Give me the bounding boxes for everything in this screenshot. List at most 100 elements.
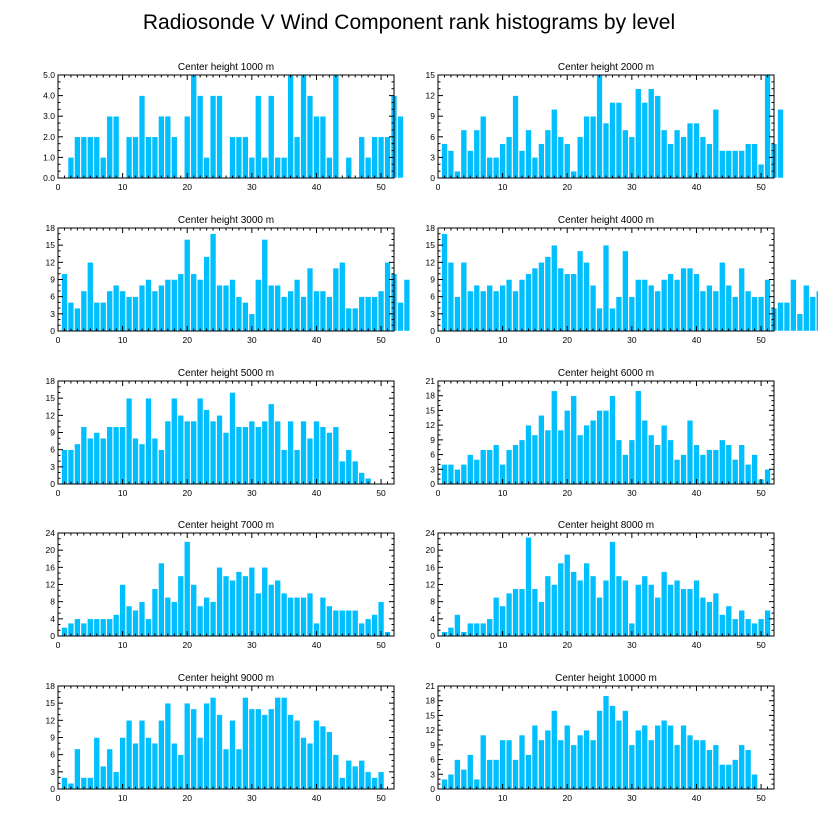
histogram-bar (93, 302, 100, 332)
histogram-bar (326, 296, 333, 332)
histogram-bar (300, 420, 307, 485)
y-tick-label: 18 (46, 223, 56, 233)
histogram-bar (544, 575, 552, 637)
x-tick-label: 50 (756, 793, 766, 803)
histogram-panel: Center height 7000 m 0 10 20 30 40 50 0 4 8 12 16 20… (46, 520, 395, 650)
y-tick-label: 15 (426, 70, 436, 80)
histogram-bar (287, 420, 294, 485)
histogram-bar (222, 575, 230, 637)
histogram-bar (158, 562, 165, 637)
histogram-bar (280, 592, 288, 637)
histogram-bar (132, 136, 139, 179)
histogram-panel: Center height 5000 m 0 10 20 30 40 50 0 3 6 9 12 15 1… (46, 368, 395, 498)
histogram-bar (531, 724, 539, 790)
histogram-bar (473, 459, 480, 485)
histogram-bar (242, 136, 249, 179)
histogram-bar (280, 697, 288, 790)
y-tick-label: 16 (426, 562, 436, 572)
histogram-bar (158, 720, 165, 790)
y-tick-label: 12 (426, 420, 436, 430)
x-tick-label: 0 (436, 793, 441, 803)
histogram-bar (525, 424, 532, 485)
x-tick-label: 50 (376, 640, 386, 650)
x-tick-label: 0 (436, 335, 441, 345)
histogram-bar (719, 764, 726, 790)
histogram-bar (751, 296, 758, 332)
x-tick-label: 0 (436, 640, 441, 650)
histogram-bar (106, 618, 113, 637)
histogram-bar (352, 610, 359, 637)
histogram-panel: Center height 4000 m 0 10 20 30 40 50 0 3 6 9 12 15 1… (426, 215, 818, 345)
histogram-bar (352, 460, 359, 485)
histogram-bar (255, 279, 262, 332)
histogram-bar (505, 136, 513, 179)
x-tick-label: 30 (247, 182, 257, 192)
histogram-bar (602, 579, 610, 637)
histogram-bar (306, 437, 314, 485)
histogram-bar (648, 434, 655, 485)
histogram-bar (680, 724, 687, 790)
histogram-bar (345, 449, 352, 485)
histogram-bar (557, 739, 564, 790)
histogram-bar (492, 444, 500, 485)
y-tick-label: 15 (46, 393, 56, 403)
histogram-bar (460, 464, 468, 485)
histogram-bar (551, 244, 558, 332)
histogram-bar (332, 426, 340, 485)
histogram-bar (648, 88, 655, 179)
histogram-bar (100, 302, 107, 332)
y-tick-label: 12 (426, 580, 436, 590)
histogram-bar (706, 449, 713, 485)
histogram-bar (564, 724, 571, 790)
x-tick-label: 10 (498, 488, 508, 498)
histogram-bar (164, 702, 172, 790)
y-tick-label: 3 (50, 309, 55, 319)
histogram-bar (447, 150, 455, 179)
histogram-bar (732, 759, 739, 790)
histogram-bar (803, 284, 810, 332)
histogram-bar (602, 122, 610, 179)
y-tick-label: 3 (430, 464, 435, 474)
histogram-bar (667, 273, 674, 332)
histogram-bar (492, 759, 500, 790)
histogram-bar (326, 157, 333, 179)
y-tick-label: 6 (50, 445, 55, 455)
x-tick-label: 10 (498, 182, 508, 192)
y-tick-label: 0 (50, 326, 55, 336)
histogram-bar (106, 748, 113, 790)
histogram-bar (100, 437, 107, 485)
histogram-bar (732, 459, 739, 485)
histogram-bar (377, 136, 385, 179)
histogram-bar (74, 618, 81, 637)
histogram-bar (525, 537, 532, 637)
y-tick-label: 12 (46, 580, 56, 590)
histogram-bar (80, 290, 88, 332)
histogram-bar (654, 290, 661, 332)
histogram-bar (222, 748, 230, 790)
histogram-bar (712, 109, 720, 179)
x-tick-label: 40 (312, 335, 322, 345)
y-tick-label: 3 (430, 309, 435, 319)
x-tick-label: 40 (692, 793, 702, 803)
histogram-bar (744, 749, 752, 790)
histogram-bar (557, 562, 564, 637)
histogram-bar (319, 725, 327, 790)
histogram-bar (184, 420, 191, 485)
histogram-bar (505, 449, 513, 485)
histogram-bar (583, 115, 590, 179)
histogram-bar (576, 136, 584, 179)
histogram-panel: Center height 9000 m 0 10 20 30 40 50 0 3 6 9 12 15 1… (46, 673, 395, 803)
x-tick-label: 40 (692, 640, 702, 650)
histogram-bar (209, 233, 217, 332)
histogram-bar (235, 748, 243, 790)
y-tick-label: 8 (50, 597, 55, 607)
histogram-bar (686, 419, 694, 485)
x-tick-label: 50 (376, 488, 386, 498)
histogram-bar (576, 434, 584, 485)
histogram-bar (242, 426, 249, 485)
histogram-bar (203, 702, 210, 790)
histogram-bar (564, 273, 571, 332)
y-tick-label: 12 (46, 715, 56, 725)
histogram-bar (235, 426, 243, 485)
histogram-bar (738, 444, 745, 485)
